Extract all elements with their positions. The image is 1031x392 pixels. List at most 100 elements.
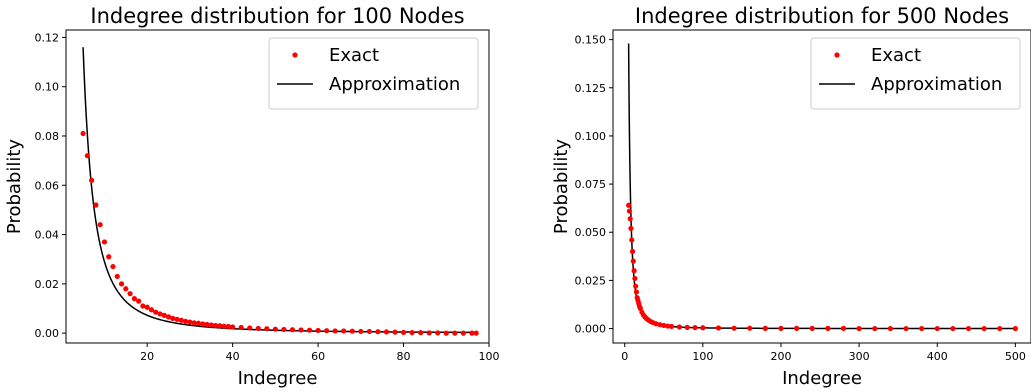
chart-1-exact-point — [136, 298, 142, 304]
chart-2-xlabel: Indegree — [782, 368, 862, 389]
chart-1-legend-exact-label: Exact — [329, 45, 379, 66]
chart-1-exact-point — [349, 328, 355, 334]
chart-1-exact-point — [435, 330, 441, 336]
chart-1-exact-point — [187, 319, 193, 325]
chart-1-exact-point — [426, 330, 432, 336]
chart-1-exact-point — [392, 329, 398, 335]
chart-1-exact-point — [144, 304, 150, 310]
chart-2-legend-box — [810, 37, 1021, 110]
chart-1-exact-point — [165, 314, 172, 320]
chart-2-exact-point — [627, 216, 633, 222]
chart-1-exact-point — [114, 273, 120, 280]
chart-1-exact-point — [118, 281, 125, 287]
chart-1-exact-point — [183, 318, 189, 324]
chart-2-exact-point — [997, 325, 1003, 332]
chart-2-exact-point — [794, 325, 800, 331]
chart-2-exact-point — [665, 323, 671, 329]
chart-2-exact-point — [981, 325, 987, 332]
chart-1-exact-point — [238, 324, 244, 331]
chart-2-title: Indegree distribution for 500 Nodes — [635, 4, 1009, 28]
chart-2-ytick-label: 0.000 — [575, 323, 607, 336]
chart-1-exact-point — [409, 330, 415, 336]
chart-2-exact-point — [631, 268, 637, 274]
chart-1-exact-point — [97, 222, 103, 228]
chart-1-ytick-label: 0.08 — [35, 130, 60, 143]
chart-1-ytick-label: 0.04 — [35, 229, 60, 242]
chart-1: Indegree distribution for 100 Nodes 20 40 6… — [4, 4, 500, 389]
chart-1-exact-point — [101, 239, 108, 245]
chart-2-exact-point — [628, 225, 634, 231]
chart-1-exact-point — [332, 328, 338, 334]
chart-1-exact-point — [473, 330, 479, 336]
chart-1-exact-point — [84, 153, 90, 159]
chart-1-exact-point — [443, 330, 449, 336]
chart-1-exact-point — [131, 296, 137, 302]
chart-2-exact-point — [626, 208, 633, 214]
chart-1-ytick-label: 0.06 — [35, 179, 60, 192]
chart-2-exact-point — [657, 322, 663, 328]
chart-2-xtick-label: 200 — [770, 350, 791, 363]
chart-1-exact-point — [106, 254, 112, 260]
chart-1-exact-point — [170, 315, 176, 321]
chart-1-ylabel: Probability — [4, 139, 25, 234]
chart-1-exact-point — [366, 328, 372, 335]
chart-2-exact-point — [632, 275, 638, 282]
chart-2-exact-point — [809, 325, 815, 331]
chart-1-exact-point — [161, 312, 167, 318]
chart-1-exact-point — [123, 286, 129, 292]
chart-1-approximation-line — [82, 47, 477, 334]
chart-1-exact-point — [217, 323, 223, 329]
chart-1-legend: Exact Approximation — [268, 37, 479, 110]
chart-1-exact-point — [452, 330, 458, 336]
chart-2-exact-point — [684, 324, 690, 330]
chart-2-exact-point — [825, 325, 831, 331]
chart-2-ytick-label: 0.100 — [575, 130, 607, 143]
chart-1-exact-point — [200, 321, 206, 327]
chart-1-exact-point — [460, 330, 466, 336]
chart-2-legend-approximation-label: Approximation — [871, 74, 1002, 95]
chart-1-exact-point — [93, 202, 99, 208]
chart-2-ylabel: Probability — [551, 139, 572, 234]
chart-2-exact-point — [653, 321, 659, 327]
chart-1-xtick-label: 60 — [311, 350, 325, 363]
chart-1-exact-point — [110, 263, 116, 270]
chart-1-ytick-label: 0.02 — [35, 278, 60, 291]
chart-2-ytick-label: 0.150 — [575, 34, 607, 47]
chart-2-xtick-label: 400 — [927, 350, 948, 363]
chart-2-exact-point — [762, 325, 768, 331]
chart-1-exact-point — [272, 326, 278, 332]
chart-2-xtick-label: 0 — [621, 350, 628, 363]
chart-2-ytick-label: 0.125 — [575, 82, 607, 95]
chart-1-exact-point — [383, 329, 390, 335]
chart-2-exact-point — [965, 325, 972, 332]
chart-2-exact-point — [747, 325, 753, 331]
chart-1-exact-point — [191, 320, 197, 326]
chart-2-exact-point — [919, 325, 925, 332]
chart-2-legend-exact-marker — [834, 52, 840, 58]
chart-2-exact-point — [887, 325, 893, 332]
chart-1-legend-approximation-label: Approximation — [329, 74, 460, 95]
chart-1-exact-point — [178, 317, 184, 323]
chart-2-exact-point — [633, 283, 639, 289]
chart-1-legend-box — [268, 37, 479, 110]
chart-2-exact-point — [856, 325, 862, 332]
chart-1-exact-point — [204, 321, 210, 328]
chart-1-exact-point — [225, 323, 231, 330]
chart-1-exact-point — [306, 327, 313, 333]
chart-2-exact-point — [661, 322, 667, 329]
chart-1-exact-point — [148, 307, 155, 313]
chart-1-ytick-label: 0.12 — [35, 31, 60, 44]
chart-1-exact-point — [153, 309, 159, 315]
chart-1-exact-point — [469, 330, 475, 336]
chart-2-exact-point — [950, 325, 956, 332]
chart-1-exact-point — [400, 329, 407, 336]
chart-1-exact-point — [195, 320, 202, 326]
chart-1-exact-point — [174, 316, 180, 322]
chart-1-xtick-label: 20 — [140, 350, 154, 363]
chart-2-exact-point — [778, 325, 784, 331]
chart-2-exact-point — [872, 325, 878, 332]
chart-1-exact-point — [157, 311, 163, 317]
chart-1-exact-point — [212, 322, 219, 329]
chart-2-exact-point — [700, 325, 706, 331]
